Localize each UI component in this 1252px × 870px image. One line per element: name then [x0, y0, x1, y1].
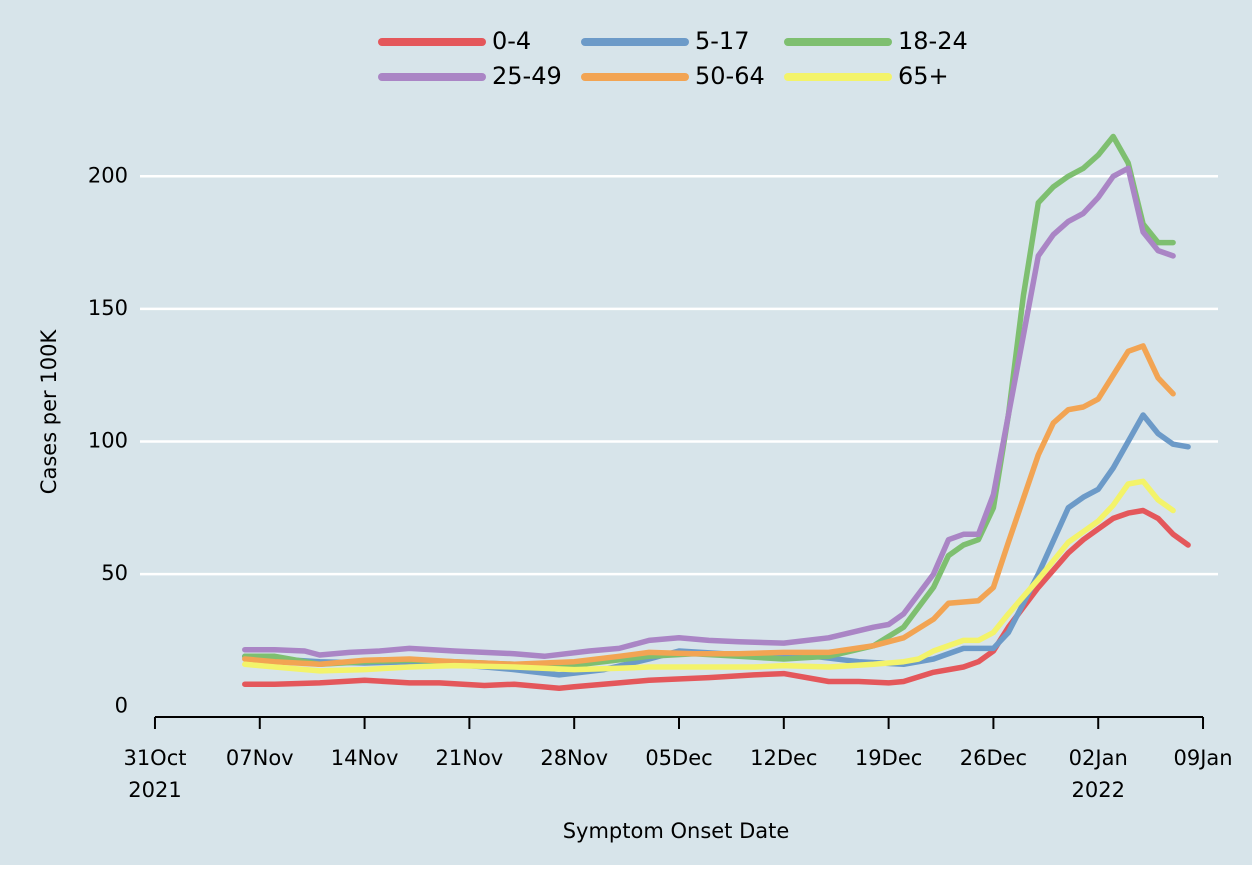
legend-label-5-17: 5-17 [695, 27, 749, 55]
series-line-65+ [242, 478, 1176, 674]
x-tick-label: 19Dec [855, 746, 922, 770]
y-axis-title: Cases per 100K [37, 329, 61, 495]
series-line-0-4 [242, 507, 1191, 691]
legend-label-18-24: 18-24 [898, 27, 968, 55]
y-tick-label: 50 [101, 561, 128, 585]
legend-label-25-49: 25-49 [492, 62, 562, 90]
series-line-25-49 [242, 165, 1176, 660]
y-tick-label: 200 [88, 163, 128, 187]
x-tick-year-label: 2022 [1071, 778, 1124, 802]
y-tick-label: 150 [88, 296, 128, 320]
x-tick-label: 31Oct [123, 746, 186, 770]
y-tick-label: 100 [88, 429, 128, 453]
x-axis: 31Oct 2021 07Nov 14Nov 21Nov 28Nov 05Dec 12Dec 1… [123, 716, 1233, 802]
x-tick-label: 07Nov [226, 746, 294, 770]
x-tick-label: 05Dec [645, 746, 712, 770]
legend-label-0-4: 0-4 [492, 27, 531, 55]
x-tick-label: 09Jan [1173, 746, 1232, 770]
y-axis: 0 50 100 150 200 [88, 163, 128, 717]
y-tick-label: 0 [115, 694, 128, 718]
series-line-50-64 [242, 343, 1176, 668]
x-tick-label: 28Nov [540, 746, 608, 770]
legend-label-65+: 65+ [898, 62, 949, 90]
x-tick-label: 21Nov [436, 746, 504, 770]
x-axis-title: Symptom Onset Date [563, 819, 790, 843]
legend-label-50-64: 50-64 [695, 62, 765, 90]
x-tick-label: 14Nov [331, 746, 399, 770]
x-tick-label: 12Dec [750, 746, 817, 770]
x-tick-year-label: 2021 [128, 778, 181, 802]
series-layer [242, 133, 1191, 691]
legend: 0-4 5-17 18-24 25-49 50-64 65+ [378, 27, 968, 90]
x-tick-label: 02Jan [1069, 746, 1128, 770]
x-tick-label: 26Dec [960, 746, 1027, 770]
